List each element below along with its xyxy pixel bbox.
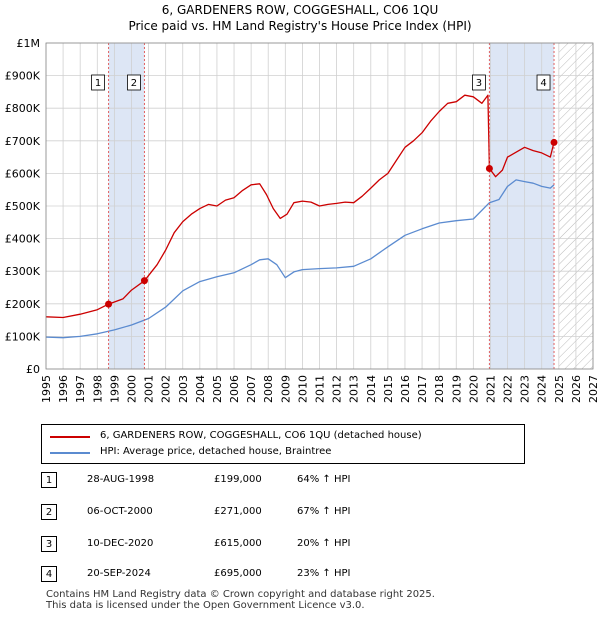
x-tick-label: 2005 — [211, 375, 224, 403]
y-tick-label: £400K — [5, 233, 41, 246]
legend-swatch-house — [50, 436, 90, 438]
sale-label: 1 — [95, 78, 101, 89]
x-tick-label: 2022 — [502, 375, 515, 403]
y-tick-label: £300K — [5, 265, 41, 278]
x-tick-label: 2020 — [467, 375, 480, 403]
y-tick-label: £100K — [5, 330, 41, 343]
x-tick-label: 2007 — [245, 375, 258, 403]
legend-label-hpi: HPI: Average price, detached house, Brai… — [100, 446, 332, 457]
x-tick-label: 2023 — [519, 375, 532, 403]
sale-label: 2 — [131, 78, 137, 89]
legend-swatch-hpi — [50, 452, 90, 454]
x-tick-label: 2010 — [296, 375, 309, 403]
x-tick-label: 1998 — [91, 375, 104, 403]
x-tick-label: 1995 — [40, 375, 53, 403]
x-tick-label: 2015 — [382, 375, 395, 403]
price-chart: £0 £100K £200K £300K £400K £500K £600K £700K £80… — [5, 37, 600, 403]
y-tick-label: £200K — [5, 298, 41, 311]
x-tick-label: 2012 — [331, 375, 344, 403]
x-tick-label: 2027 — [587, 375, 600, 403]
y-tick-label: £0 — [26, 363, 40, 376]
sale-hpi: 23% ↑ HPI — [297, 568, 351, 579]
sale-date: 20-SEP-2024 — [87, 568, 151, 579]
x-tick-label: 2019 — [450, 375, 463, 403]
sale-number: 4 — [41, 566, 57, 582]
table-row: 3 10-DEC-2020 £615,000 20% ↑ HPI — [41, 536, 581, 556]
sale-label-box — [536, 74, 551, 91]
x-tick-label: 2025 — [553, 375, 566, 403]
y-tick-label: £800K — [5, 102, 41, 115]
sale-date: 28-AUG-1998 — [87, 474, 155, 485]
x-tick-label: 2004 — [194, 375, 207, 403]
y-tick-label: £1M — [17, 37, 41, 50]
legend: 6, GARDENERS ROW, COGGESHALL, CO6 1QU (d… — [41, 424, 525, 464]
x-tick-label: 1997 — [74, 375, 87, 403]
chart-subtitle: Price paid vs. HM Land Registry's House … — [128, 19, 472, 33]
sale-hpi: 64% ↑ HPI — [297, 474, 351, 485]
x-tick-label: 2009 — [279, 375, 292, 403]
sale-point — [105, 300, 113, 308]
y-tick-label: £500K — [5, 200, 41, 213]
y-tick-label: £900K — [5, 70, 41, 83]
table-row: 4 20-SEP-2024 £695,000 23% ↑ HPI — [41, 566, 581, 586]
sale-price: £615,000 — [214, 538, 262, 549]
x-tick-label: 2003 — [177, 375, 190, 403]
sale-point — [550, 138, 558, 146]
sale-price: £199,000 — [214, 474, 262, 485]
table-row: 1 28-AUG-1998 £199,000 64% ↑ HPI — [41, 472, 581, 492]
sale-price: £695,000 — [214, 568, 262, 579]
footer: Contains HM Land Registry data © Crown c… — [46, 589, 435, 611]
x-tick-label: 2018 — [433, 375, 446, 403]
x-tick-label: 2008 — [262, 375, 275, 403]
x-tick-label: 2026 — [570, 375, 583, 403]
sale-point — [485, 165, 493, 173]
x-tick-label: 2000 — [125, 375, 138, 403]
x-tick-label: 2001 — [143, 375, 156, 403]
sale-price: £271,000 — [214, 506, 262, 517]
x-tick-label: 2013 — [348, 375, 361, 403]
sale-number: 1 — [41, 472, 57, 488]
x-tick-label: 2011 — [314, 375, 327, 403]
sale-label-box — [91, 74, 105, 91]
y-tick-label: £700K — [5, 135, 41, 148]
sale-date: 10-DEC-2020 — [87, 538, 154, 549]
sale-label: 3 — [476, 78, 482, 89]
hpi-line — [45, 179, 555, 339]
sale-point — [140, 277, 148, 285]
sale-label: 4 — [540, 78, 546, 89]
house-price-line — [45, 94, 555, 319]
legend-label-house: 6, GARDENERS ROW, COGGESHALL, CO6 1QU (d… — [100, 430, 422, 441]
sale-label-box — [472, 74, 486, 91]
sale-hpi: 20% ↑ HPI — [297, 538, 351, 549]
x-tick-label: 2021 — [484, 375, 497, 403]
sale-number: 3 — [41, 536, 57, 552]
x-tick-label: 1999 — [108, 375, 121, 403]
x-tick-label: 2016 — [399, 375, 412, 403]
x-tick-label: 1996 — [57, 375, 70, 403]
sale-hpi: 67% ↑ HPI — [297, 506, 351, 517]
sale-label-box — [127, 74, 141, 91]
x-tick-label: 2017 — [416, 375, 429, 403]
plot-frame — [45, 42, 594, 370]
y-tick-label: £600K — [5, 167, 41, 180]
sale-number: 2 — [41, 504, 57, 520]
chart-title: 6, GARDENERS ROW, COGGESHALL, CO6 1QU — [161, 3, 439, 17]
x-tick-label: 2014 — [365, 375, 378, 403]
x-tick-label: 2006 — [228, 375, 241, 403]
table-row: 2 06-OCT-2000 £271,000 67% ↑ HPI — [41, 504, 581, 524]
x-tick-label: 2024 — [536, 375, 549, 403]
sale-date: 06-OCT-2000 — [87, 506, 153, 517]
footer-copyright: Contains HM Land Registry data © Crown c… — [46, 589, 435, 600]
footer-licence: This data is licensed under the Open Gov… — [46, 600, 365, 611]
x-tick-label: 2002 — [160, 375, 173, 403]
